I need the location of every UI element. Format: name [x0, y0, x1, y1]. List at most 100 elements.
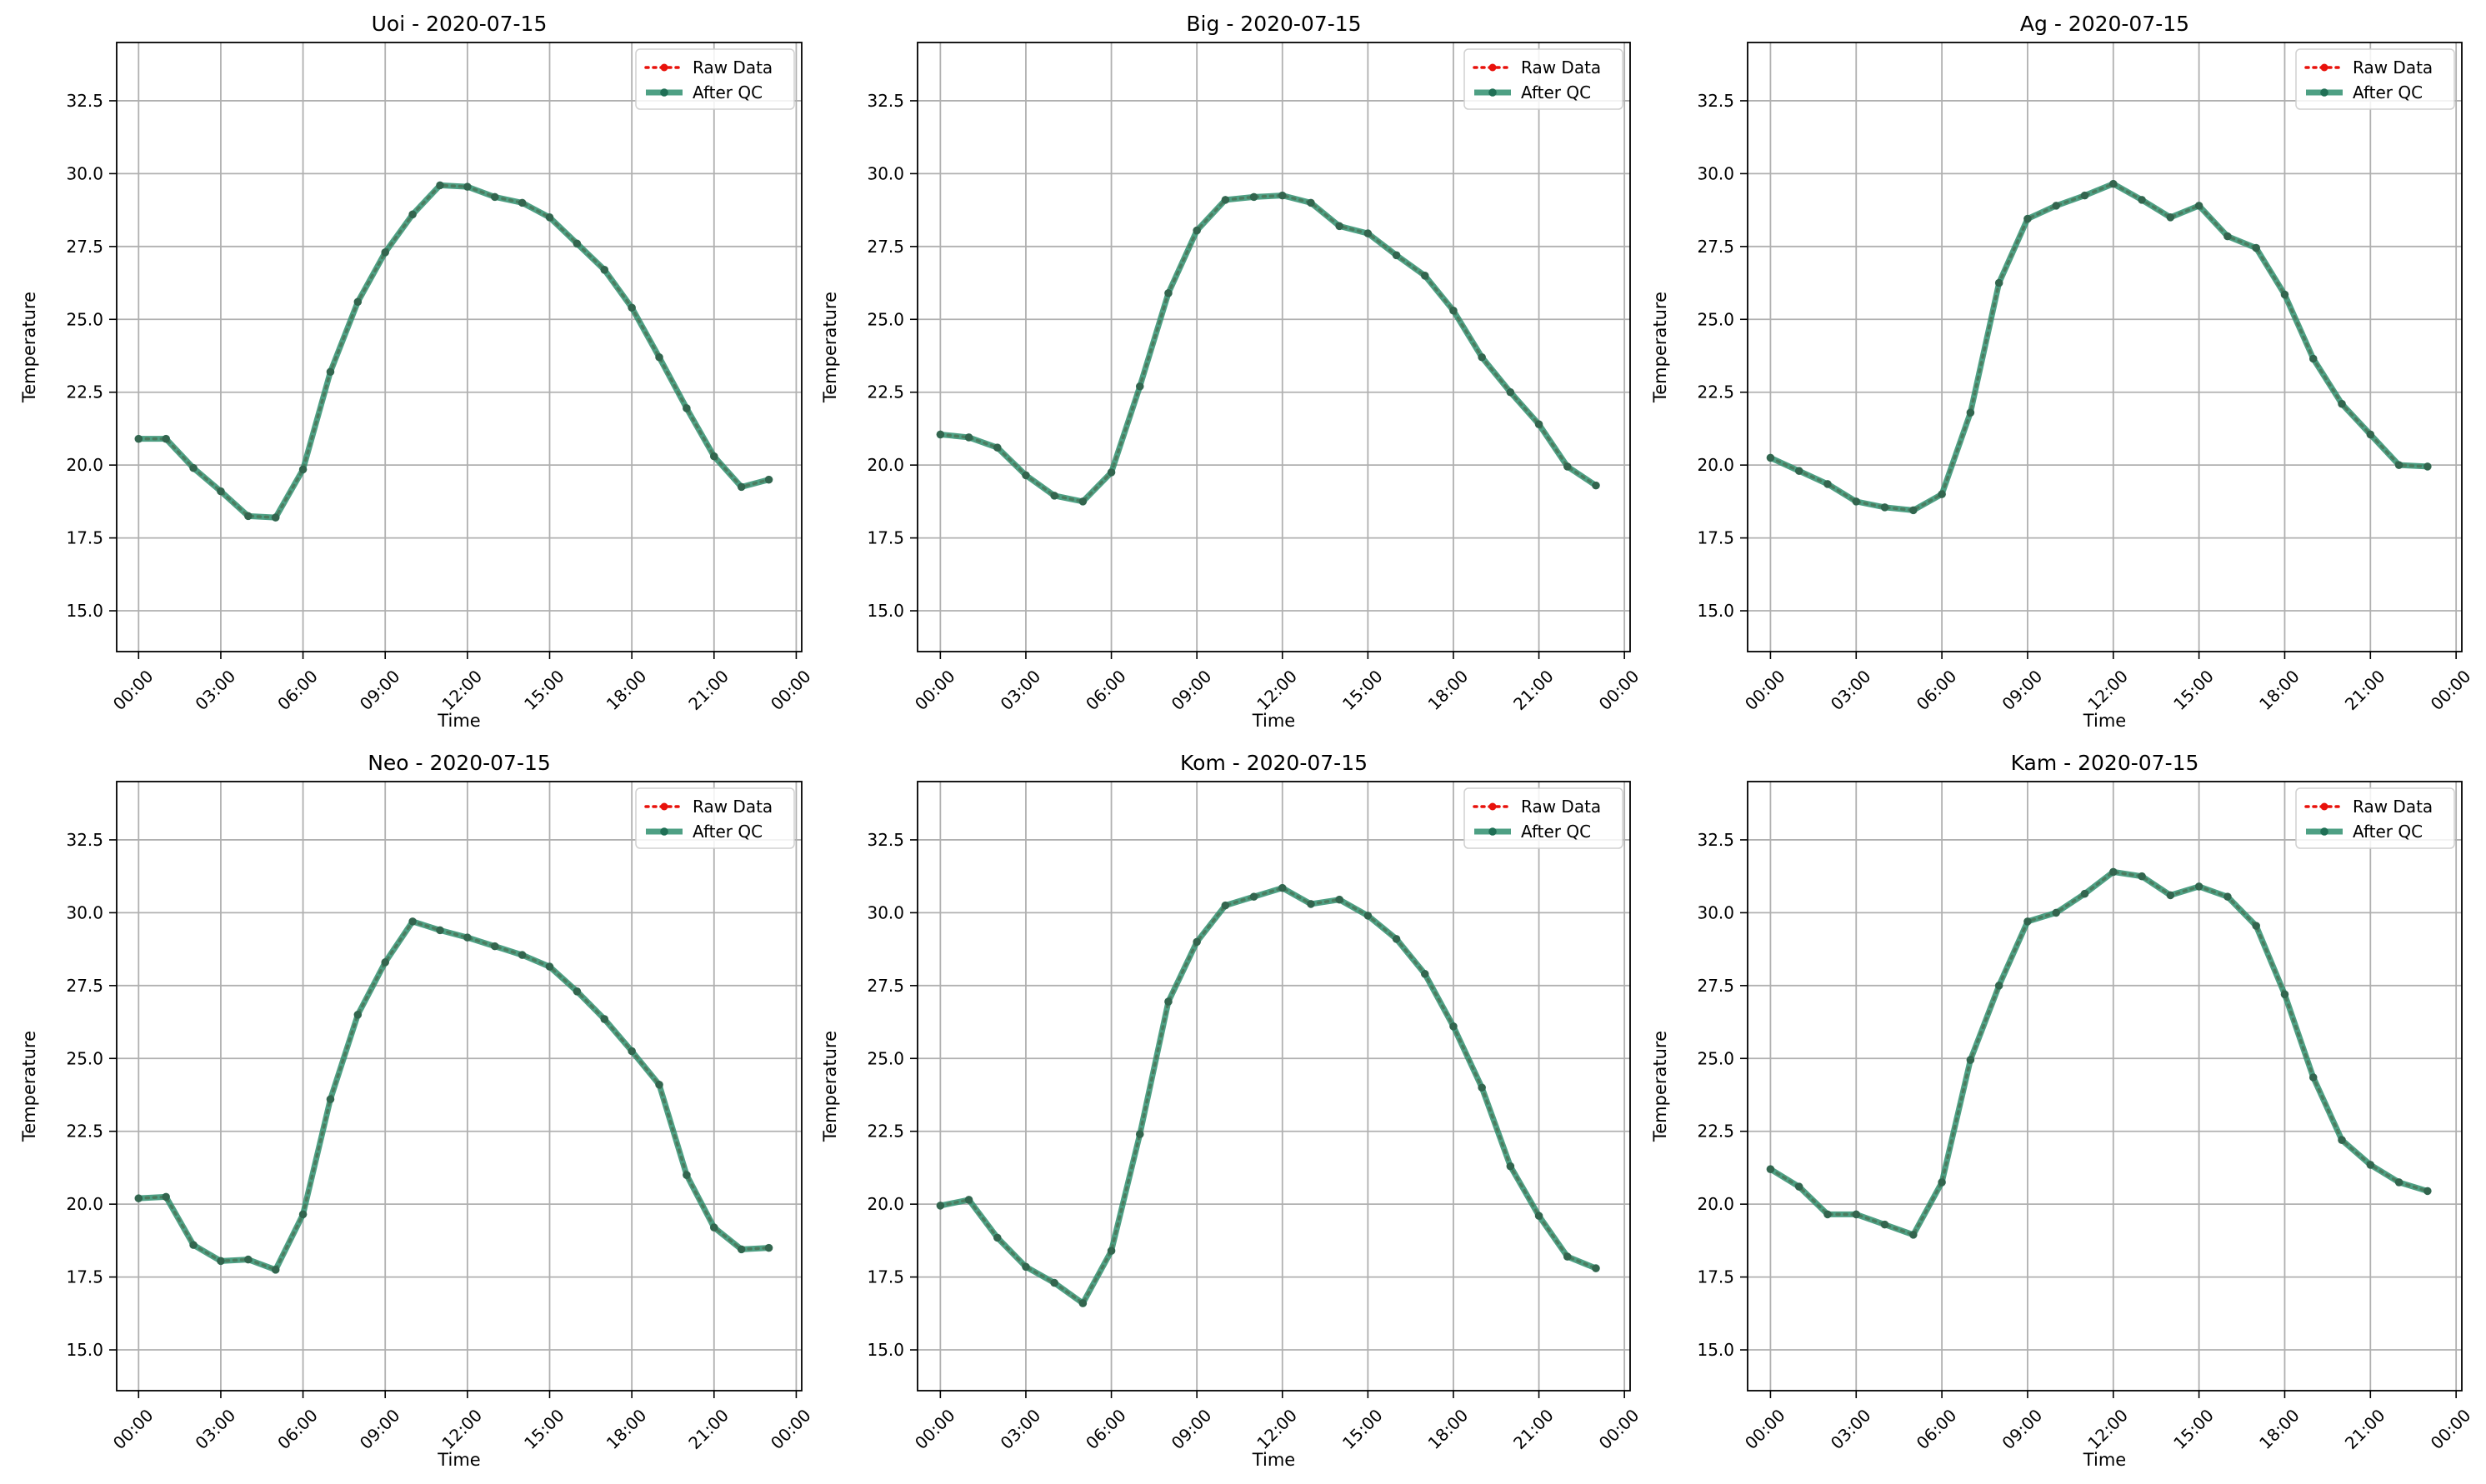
- data-point-after-qc: [2080, 889, 2089, 898]
- data-point-after-qc: [1022, 1262, 1030, 1272]
- data-point-after-qc: [1107, 468, 1116, 477]
- x-tick-label: 00:00: [911, 666, 959, 714]
- x-tick-label: 21:00: [684, 1405, 733, 1453]
- data-point-after-qc: [628, 303, 636, 312]
- y-tick-label: 17.5: [867, 1267, 904, 1287]
- y-tick-label: 20.0: [66, 455, 103, 475]
- data-point-after-qc: [1420, 970, 1429, 978]
- x-tick-label: 00:00: [1741, 666, 1789, 714]
- legend-label-after-qc: After QC: [2353, 822, 2423, 842]
- y-tick-label: 25.0: [867, 309, 904, 329]
- chart-title: Uoi - 2020-07-15: [372, 12, 548, 36]
- data-point-after-qc: [1994, 982, 2003, 990]
- legend-label-after-qc: After QC: [2353, 82, 2423, 102]
- data-point-after-qc: [1938, 1178, 1946, 1187]
- y-tick-label: 27.5: [66, 976, 103, 996]
- data-point-after-qc: [271, 513, 280, 522]
- data-point-after-qc: [936, 430, 945, 439]
- x-tick-label: 12:00: [438, 666, 486, 714]
- data-point-after-qc: [1966, 408, 1975, 417]
- data-point-after-qc: [628, 1047, 636, 1056]
- x-tick-label: 06:00: [273, 1405, 322, 1453]
- data-point-after-qc: [2366, 430, 2375, 439]
- series-line-raw-data: [137, 183, 771, 519]
- y-tick-label: 15.0: [1697, 1340, 1734, 1360]
- data-point-after-qc: [545, 213, 554, 222]
- data-point-after-qc: [1966, 1056, 1975, 1064]
- legend-label-after-qc: After QC: [1521, 82, 1591, 102]
- y-tick-label: 25.0: [66, 309, 103, 329]
- series-line-after-qc: [939, 885, 1598, 1307]
- legend-marker-after-qc: [2320, 88, 2328, 97]
- legend-marker-raw-data: [2320, 802, 2328, 811]
- y-tick-label: 20.0: [867, 455, 904, 475]
- data-point-after-qc: [189, 463, 198, 472]
- data-point-after-qc: [2252, 922, 2260, 930]
- x-tick-label: 15:00: [1338, 1405, 1387, 1453]
- data-point-after-qc: [162, 434, 170, 443]
- y-tick-label: 15.0: [66, 1340, 103, 1360]
- legend: Raw Data After QC: [1463, 787, 1623, 849]
- legend-label-raw-data: Raw Data: [693, 57, 773, 77]
- x-tick-label: 06:00: [1913, 666, 1961, 714]
- data-point-after-qc: [353, 1011, 363, 1019]
- data-point-after-qc: [545, 962, 554, 971]
- data-point-after-qc: [764, 475, 773, 484]
- data-point-after-qc: [1307, 900, 1315, 908]
- data-point-after-qc: [326, 367, 335, 377]
- legend-marker-after-qc: [1488, 827, 1497, 836]
- legend-marker-raw-data: [1488, 802, 1497, 811]
- y-tick-label: 27.5: [66, 237, 103, 257]
- series-line-raw-data: [1768, 870, 2429, 1237]
- data-point-after-qc: [1880, 1220, 1889, 1229]
- data-point-after-qc: [217, 487, 225, 496]
- y-tick-label: 20.0: [1697, 1194, 1734, 1214]
- data-point-after-qc: [490, 942, 499, 951]
- data-point-after-qc: [162, 1192, 170, 1202]
- y-tick-label: 20.0: [1697, 455, 1734, 475]
- x-tick-label: 21:00: [2341, 1405, 2389, 1453]
- data-point-after-qc: [1592, 481, 1600, 490]
- data-point-after-qc: [2080, 191, 2089, 200]
- data-point-after-qc: [964, 433, 973, 442]
- y-tick-label: 15.0: [867, 1340, 904, 1360]
- data-point-after-qc: [1050, 492, 1058, 500]
- series-line-after-qc: [940, 192, 1598, 505]
- data-point-after-qc: [134, 434, 143, 443]
- chart-panel: 15.0 17.5 20.0 22.5 25.0 27.5 30.0 32.5 00:00 03:…: [820, 12, 1643, 731]
- data-point-after-qc: [1563, 1252, 1572, 1261]
- data-point-after-qc: [1164, 997, 1173, 1006]
- data-point-after-qc: [298, 465, 308, 474]
- x-tick-label: 03:00: [997, 666, 1045, 714]
- y-tick-label: 22.5: [867, 382, 904, 402]
- data-point-after-qc: [1392, 251, 1401, 260]
- data-point-after-qc: [1392, 935, 1401, 943]
- data-point-after-qc: [1794, 467, 1803, 475]
- data-point-after-qc: [1135, 1130, 1144, 1139]
- data-point-after-qc: [1193, 226, 1201, 235]
- x-tick-label: 21:00: [1509, 1405, 1558, 1453]
- y-tick-label: 22.5: [1697, 382, 1734, 402]
- y-tick-label: 30.0: [66, 163, 103, 183]
- data-point-after-qc: [1278, 883, 1287, 892]
- series-line-after-qc: [138, 182, 770, 521]
- x-tick-label: 03:00: [1827, 1405, 1875, 1453]
- y-tick-label: 32.5: [66, 830, 103, 850]
- legend-marker-after-qc: [660, 827, 668, 836]
- data-point-after-qc: [436, 926, 444, 935]
- data-point-after-qc: [683, 1171, 691, 1179]
- y-tick-label: 27.5: [867, 237, 904, 257]
- data-point-after-qc: [2108, 867, 2118, 877]
- x-tick-label: 00:00: [2427, 1405, 2475, 1453]
- x-axis-label: Time: [437, 1450, 480, 1470]
- data-point-after-qc: [1592, 1264, 1600, 1272]
- y-tick-label: 17.5: [66, 528, 103, 548]
- x-tick-label: 12:00: [2083, 666, 2132, 714]
- x-tick-label: 18:00: [603, 666, 651, 714]
- data-point-after-qc: [1534, 420, 1543, 428]
- y-axis-label: Temperature: [19, 292, 39, 403]
- y-tick-label: 30.0: [867, 902, 904, 922]
- chart-title: Ag - 2020-07-15: [2020, 12, 2189, 36]
- data-point-after-qc: [244, 512, 253, 521]
- data-point-after-qc: [1506, 387, 1515, 397]
